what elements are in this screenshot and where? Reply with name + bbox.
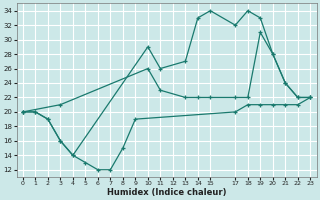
X-axis label: Humidex (Indice chaleur): Humidex (Indice chaleur)	[107, 188, 226, 197]
